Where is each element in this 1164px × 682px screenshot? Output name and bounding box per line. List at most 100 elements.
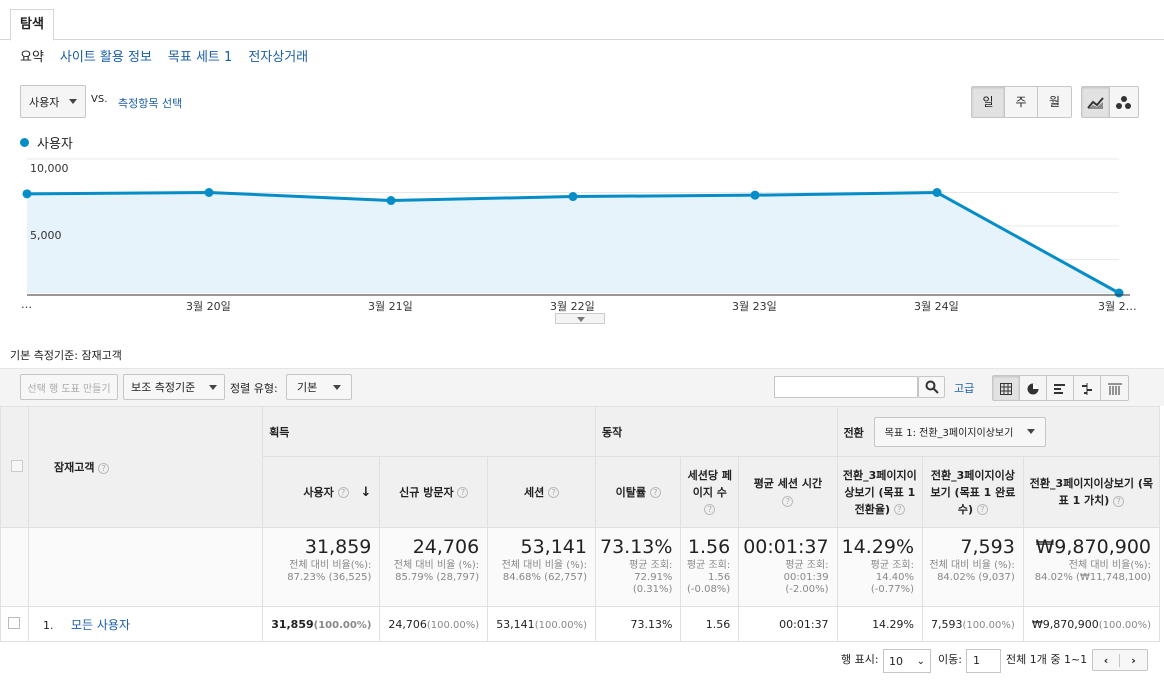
line-chart-icon[interactable] (1082, 87, 1110, 117)
data-table: 잠재고객 ? 획득 동작 전환 목표 1: 전환_3페이지이상보기 사용자 ? … (0, 406, 1161, 642)
series-area (27, 192, 1119, 293)
help-icon[interactable]: ? (548, 487, 560, 498)
page-range-text: 전체 1개 중 1~1 (1006, 653, 1088, 666)
column-header-label: 전환_3페이지이상보기 (목표 1 완료 수) (930, 468, 1016, 516)
row-cell: 73.13% (594, 606, 682, 642)
row-cell: 14.29% (836, 606, 924, 642)
data-point[interactable] (932, 188, 942, 197)
help-icon[interactable]: ? (337, 487, 349, 498)
metric-select[interactable]: 사용자 (20, 85, 86, 118)
data-point[interactable] (22, 189, 32, 199)
column-header-sessions[interactable]: 세션 ? (487, 456, 596, 528)
data-point[interactable] (386, 196, 396, 206)
x-tick-label: 3월 24일 (914, 300, 959, 313)
motion-chart-icon[interactable] (1110, 87, 1138, 117)
row-percent: (100.00%) (313, 619, 372, 631)
row-cell: 7,593(100.00%) (922, 606, 1024, 642)
data-point[interactable] (204, 188, 214, 197)
column-header-avg-session-duration[interactable]: 평균 세션 시간? (738, 456, 838, 528)
chevron-left-icon[interactable]: ‹ (1093, 653, 1120, 667)
tab-explore[interactable]: 탐색 (10, 9, 54, 41)
table-view-icon[interactable] (993, 376, 1020, 400)
help-icon[interactable]: ? (704, 504, 716, 515)
select-all-checkbox[interactable] (10, 459, 23, 472)
column-header-goal-conversion-rate[interactable]: 전환_3페이지이상보기 (목표 1 전환율) ? (836, 456, 924, 528)
total-value: 1.56 (687, 536, 731, 558)
column-header-label: 전환_3페이지이상보기 (목표 1 가치) (1029, 477, 1154, 507)
pie-view-icon[interactable] (1020, 376, 1047, 400)
column-header-goal-completions[interactable]: 전환_3페이지이상보기 (목표 1 완료 수) ? (922, 456, 1024, 528)
column-header-new-visitors[interactable]: 신규 방문자 ? (379, 456, 489, 528)
chart-type-toggle (1081, 86, 1139, 118)
comparison-view-icon[interactable] (1074, 376, 1101, 400)
granularity-day[interactable]: 일 (972, 87, 1005, 117)
data-point[interactable] (568, 192, 578, 202)
rows-per-page-select[interactable]: 10 ⌄ (883, 649, 931, 673)
primary-dimension-value[interactable]: 잠재고객 (81, 349, 122, 362)
goal-select-value: 목표 1: 전환_3페이지이상보기 (884, 428, 1014, 439)
row-percent: (100.00%) (426, 619, 480, 631)
subnav-goal-set[interactable]: 목표 세트 1 (167, 50, 233, 65)
goto-page-input[interactable]: 1 (966, 649, 1001, 673)
secondary-dimension-label: 보조 측정기준 (131, 381, 196, 394)
row-cell: 00:01:37 (738, 606, 838, 642)
chevron-right-icon[interactable]: › (1131, 653, 1136, 667)
row-dimension-cell: 1. 모든 사용자 (27, 606, 264, 642)
help-icon[interactable]: ? (1113, 495, 1125, 507)
rows-per-page-label: 행 표시: (841, 653, 879, 666)
total-value: 53,141 (520, 536, 587, 558)
row-cell: 1.56 (680, 606, 740, 642)
help-icon[interactable]: ? (457, 487, 469, 498)
chevron-down-icon (209, 384, 217, 390)
total-subtext: 평균 조회: 1.56 (-0.08%) (686, 560, 731, 595)
total-cell: 00:01:37 평균 조회: 00:01:39 (-2.00%) (738, 527, 838, 607)
help-icon[interactable]: ? (649, 487, 661, 498)
help-icon[interactable]: ? (98, 462, 110, 474)
subnav-site-usage[interactable]: 사이트 활용 정보 (59, 50, 152, 65)
granularity-month[interactable]: 월 (1038, 87, 1071, 117)
bar-view-icon[interactable] (1047, 376, 1074, 400)
granularity-week[interactable]: 주 (1005, 87, 1038, 117)
create-chart-button[interactable]: 선택 행 도표 만들기 (20, 374, 118, 400)
data-point[interactable] (750, 190, 760, 200)
row-cell: ₩9,870,900(100.00%) (1022, 606, 1161, 642)
chart-collapse-handle[interactable] (555, 313, 605, 324)
row-value: 1.56 (705, 617, 731, 631)
help-icon[interactable]: ? (782, 495, 794, 507)
row-value: 73.13% (630, 617, 673, 631)
total-subtext: 전체 대비 비율 (%): 84.02% (9,037) (929, 560, 1015, 583)
column-header-users[interactable]: 사용자 ? ↓ (262, 456, 381, 528)
chevron-down-icon (577, 317, 585, 322)
select-all-cell (0, 406, 29, 528)
table-search-input[interactable] (774, 376, 918, 398)
column-header-pages-per-session[interactable]: 세션당 페이지 수 ? (680, 456, 740, 528)
x-tick-label: 3월 21일 (368, 300, 413, 313)
row-checkbox[interactable] (8, 616, 21, 629)
subnav-ecommerce[interactable]: 전자상거래 (248, 50, 309, 65)
column-header-label: 신규 방문자 (399, 485, 454, 499)
help-icon[interactable]: ? (976, 504, 988, 515)
metric-select-value: 사용자 (29, 95, 60, 109)
data-point[interactable] (1114, 288, 1124, 298)
column-header-bounce-rate[interactable]: 이탈률 ? (594, 456, 682, 528)
row-value: 53,141 (496, 617, 535, 631)
advanced-filter-link[interactable]: 고급 (954, 382, 975, 395)
goal-select[interactable]: 목표 1: 전환_3페이지이상보기 (873, 416, 1047, 447)
pivot-view-icon[interactable] (1101, 376, 1128, 400)
column-header-goal-value[interactable]: 전환_3페이지이상보기 (목표 1 가치) ? (1022, 456, 1161, 528)
row-segment-link[interactable]: 모든 사용자 (70, 617, 130, 632)
secondary-dimension-select[interactable]: 보조 측정기준 (123, 374, 225, 400)
sort-type-select[interactable]: 기본 (286, 374, 352, 400)
row-cell: 24,706(100.00%) (379, 606, 489, 642)
search-button[interactable] (918, 376, 945, 398)
row-percent: (100.00%) (962, 619, 1015, 631)
column-header-label: 이탈률 (615, 485, 646, 499)
subnav-summary[interactable]: 요약 (20, 50, 44, 65)
total-subtext: 전체 대비 비율 (%): 85.79% (28,797) (393, 560, 480, 583)
total-subtext: 평균 조회: 00:01:39 (-2.00%) (783, 560, 829, 595)
row-value: 24,706 (388, 617, 427, 631)
pager-buttons: ‹ › (1092, 649, 1148, 671)
help-icon[interactable]: ? (893, 504, 905, 515)
compare-metric-link[interactable]: 측정항목 선택 (118, 97, 183, 110)
chevron-down-icon: ⌄ (916, 655, 925, 667)
